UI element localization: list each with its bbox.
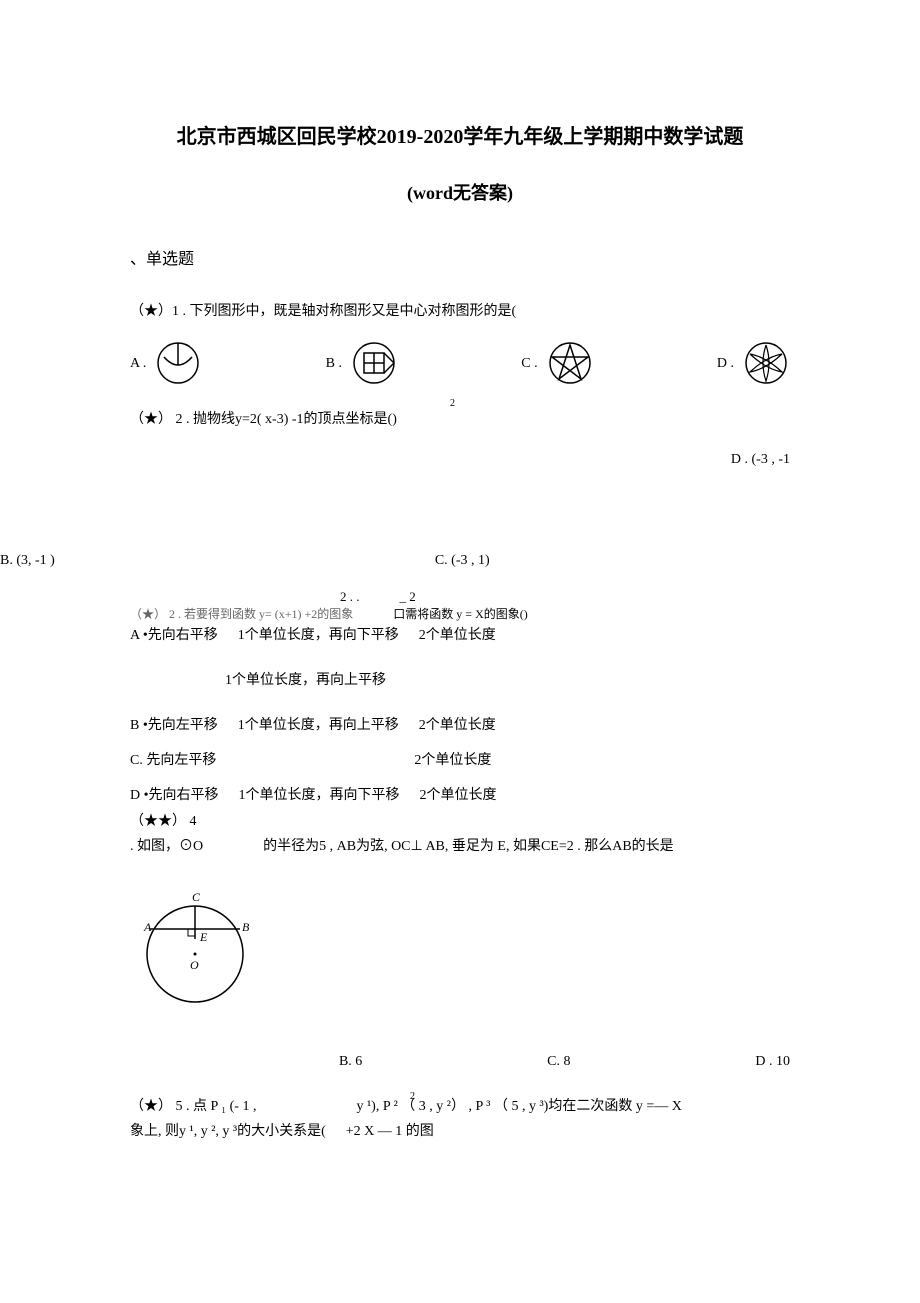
q4-b: B. 6 (339, 1049, 362, 1074)
q3-d-mid: 1个单位长度，再向下平移 (239, 784, 400, 804)
q4-text1: . 如图，⊙O (130, 834, 203, 859)
page-continued: 2 . . _ 2 （★） 2 . 若要得到函数 y= (x+1) +2的图象 … (0, 589, 920, 1225)
q3-b-end: 2个单位长度 (419, 714, 496, 734)
q4-c: C. 8 (547, 1049, 570, 1074)
q1-a-label: A . (130, 351, 146, 376)
exam-page: 北京市西城区回民学校2019-2020学年九年级上学期期中数学试题 (word无… (0, 0, 920, 553)
question-4: （★★） 4 . 如图，⊙O 的半径为5 , AB为弦, OC⊥ AB, 垂足为… (130, 809, 790, 1075)
circle-chord-diagram-icon: A B C E O (130, 879, 260, 1009)
q3-c: C. 先向左平移 (130, 749, 216, 769)
q5-superscript: 2 (410, 1088, 415, 1106)
question-5: 2 （★） 5 . 点 P ₁ (- 1 , y ¹), P ² （ 3 , y… (130, 1094, 790, 1144)
circle-pentagram-icon (546, 339, 594, 387)
q1-option-b: B . (326, 339, 398, 387)
q5-line2-left: 象上, 则y ¹, y ², y ³的大小关系是( (130, 1119, 326, 1144)
question-1: （★）1 . 下列图形中，既是轴对称图形又是中心对称图形的是( A . B . (130, 299, 790, 387)
svg-text:B: B (242, 920, 250, 934)
q3-d-end: 2个单位长度 (420, 784, 497, 804)
q3-frag-2: 2 . . (340, 589, 360, 605)
q1-c-label: C . (521, 351, 537, 376)
q1-d-label: D . (717, 351, 734, 376)
section-header: 、单选题 (130, 245, 790, 269)
q5-right: y ¹), P ² （ 3 , y ²） , P ³ （ 5 , y ³)均在二… (356, 1094, 681, 1119)
q3-a: A •先向右平移 (130, 624, 218, 644)
q3-fragment1: （★） 2 . 若要得到函数 y= (x+1) +2的图象 (130, 605, 353, 622)
q2-superscript: 2 (450, 395, 455, 413)
page-title: 北京市西城区回民学校2019-2020学年九年级上学期期中数学试题 (130, 120, 790, 149)
circle-arcdown-icon (154, 339, 202, 387)
q3-b: B •先向左平移 (130, 714, 218, 734)
q3-right-text: 口需将函数 y = X的图象() (393, 605, 527, 622)
q2-option-b: B. (3, -1 ) (0, 553, 55, 569)
q1-text: （★）1 . 下列图形中，既是轴对称图形又是中心对称图形的是( (130, 299, 790, 324)
q3-a-mid: 1个单位长度，再向下平移 (238, 624, 399, 644)
q3-lonely: 1个单位长度，再向上平移 (225, 669, 386, 689)
q4-options: A. 4 B. 6 C. 8 D . 10 (130, 1049, 790, 1074)
circle-asterisk-icon (742, 339, 790, 387)
page-subtitle: (word无答案) (130, 179, 790, 205)
q3-d: D •先向右平移 (130, 784, 219, 804)
q5-line2-right: +2 X — 1 的图 (346, 1119, 434, 1144)
q4-d: D . 10 (755, 1049, 790, 1074)
q1-b-label: B . (326, 351, 342, 376)
q3-top-fragments: 2 . . _ 2 (130, 589, 790, 605)
q5-label: （★） 5 . 点 P ₁ (- 1 , (130, 1094, 256, 1119)
svg-text:A: A (143, 920, 152, 934)
q4-text2: 的半径为5 , AB为弦, OC⊥ AB, 垂足为 E, 如果CE=2 . 那么… (263, 834, 674, 859)
circle-square-icon (350, 339, 398, 387)
svg-text:C: C (192, 890, 201, 904)
svg-text:E: E (199, 930, 208, 944)
q3-b-mid: 1个单位长度，再向上平移 (238, 714, 399, 734)
q3-a-end: 2个单位长度 (419, 624, 496, 644)
q2-text: （★） 2 . 抛物线y=2( x-3) -1的顶点坐标是() (130, 407, 790, 432)
q1-option-d: D . (717, 339, 790, 387)
q4-label: （★★） 4 (130, 809, 790, 834)
q3-c-end: 2个单位长度 (414, 749, 491, 769)
question-2: 2 （★） 2 . 抛物线y=2( x-3) -1的顶点坐标是() D . (-… (130, 407, 790, 472)
question-3: 2 . . _ 2 （★） 2 . 若要得到函数 y= (x+1) +2的图象 … (130, 589, 790, 804)
q1-option-c: C . (521, 339, 593, 387)
q3-frag-right-top: _ 2 (400, 589, 416, 605)
q1-options: A . B . (130, 339, 790, 387)
q2-option-d: D . (-3 , -1 (130, 447, 790, 472)
q1-option-a: A . (130, 339, 202, 387)
q2-option-c: C. (-3 , 1) (435, 553, 490, 569)
svg-text:O: O (190, 958, 199, 972)
